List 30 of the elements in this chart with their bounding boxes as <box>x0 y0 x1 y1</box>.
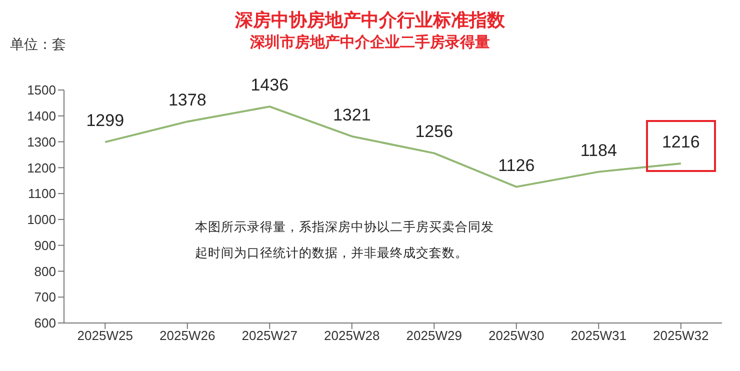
y-tick-label: 1400 <box>27 108 56 124</box>
y-tick-label: 1100 <box>28 186 56 202</box>
data-label: 1216 <box>662 132 700 152</box>
y-axis-title: 单位：套 <box>10 36 66 54</box>
y-tick-label: 600 <box>34 316 56 331</box>
y-tick-label: 700 <box>34 290 56 305</box>
x-tick-label: 2025W31 <box>570 328 626 344</box>
x-tick-label: 2025W27 <box>242 328 298 344</box>
x-tick-label: 2025W28 <box>324 328 380 344</box>
data-label: 1184 <box>580 140 617 160</box>
y-tick-label: 1000 <box>27 212 56 228</box>
data-label: 1378 <box>168 90 206 110</box>
annotation: 本图所示录得量，系指深房中协以二手房买卖合同发起时间为口径统计的数据，并非最终成交套数。 <box>195 219 495 262</box>
y-tick-label: 800 <box>34 264 56 279</box>
x-tick-label: 2025W32 <box>653 328 709 344</box>
data-label: 1299 <box>86 111 124 130</box>
y-tick-label: 1500 <box>27 82 56 98</box>
data-label: 1126 <box>498 156 535 175</box>
x-tick-label: 2025W29 <box>406 328 462 344</box>
data-label: 1256 <box>415 122 454 142</box>
x-tick-label: 2025W30 <box>488 328 544 344</box>
data-label: 1321 <box>332 105 371 124</box>
chart-subtitle: 深圳市房地产中介企业二手房录得量 <box>250 34 490 51</box>
x-tick-label: 2025W25 <box>77 328 133 344</box>
y-tick-label: 1200 <box>27 160 56 176</box>
data-label: 1436 <box>250 76 289 95</box>
chart-title: 深房中协房地产中介行业标准指数 <box>234 9 506 32</box>
y-tick-label: 900 <box>34 238 56 253</box>
y-tick-label: 1300 <box>27 134 56 150</box>
x-tick-label: 2025W26 <box>160 328 216 344</box>
